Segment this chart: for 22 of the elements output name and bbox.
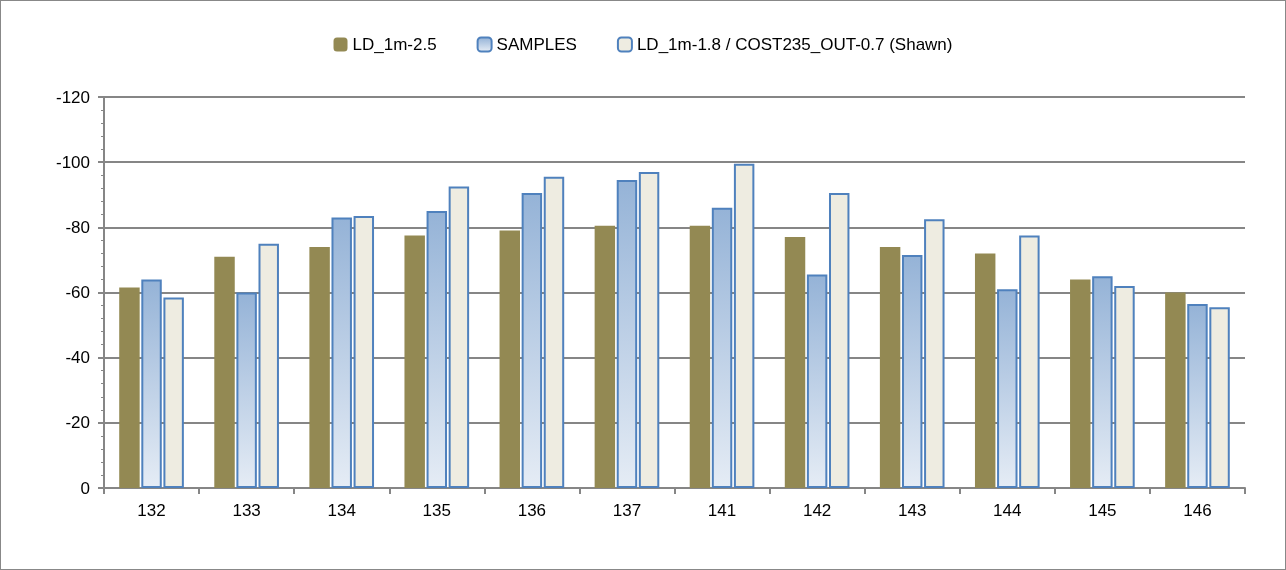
x-tick-label: 136 — [517, 501, 547, 520]
x-tick-label: 146 — [1183, 501, 1212, 520]
x-tick-label: 142 — [802, 501, 832, 520]
x-tick-label: 144 — [993, 501, 1022, 520]
x-tick-label: 132 — [137, 501, 166, 520]
y-tick-label: -60 — [65, 283, 90, 302]
x-tick-label: 143 — [898, 501, 927, 520]
x-tick-label: 133 — [232, 501, 261, 520]
y-tick-label: -40 — [65, 348, 90, 368]
legend-label: LD_1m-2.5 — [352, 35, 437, 54]
y-tick-label: -80 — [65, 217, 90, 237]
legend-label: SAMPLES — [496, 35, 577, 54]
y-tick-label: -120 — [55, 87, 90, 107]
x-tick-label: 135 — [422, 501, 451, 520]
x-tick-label: 141 — [707, 501, 737, 520]
y-tick-label: -100 — [55, 152, 90, 172]
x-tick-label: 134 — [327, 501, 356, 520]
legend-label: LD_1m-1.8 / COST235_OUT-0.7 (Shawn) — [636, 35, 953, 54]
y-tick-label: 0 — [80, 478, 90, 498]
x-tick-label: 145 — [1088, 501, 1117, 520]
y-tick-label: -20 — [65, 413, 90, 433]
x-tick-label: 137 — [612, 501, 642, 520]
